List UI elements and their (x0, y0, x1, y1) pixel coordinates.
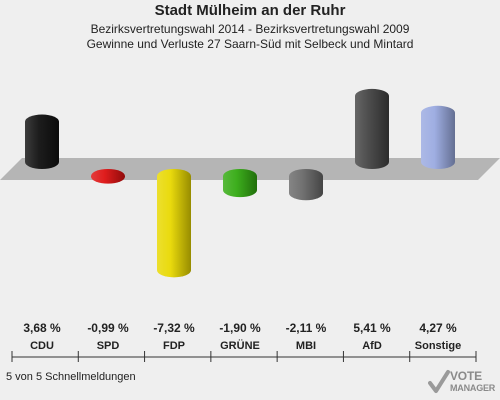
bar-fdp (157, 169, 191, 278)
chart-title: Stadt Mülheim an der Ruhr (154, 2, 346, 19)
category-label: SPD (97, 340, 120, 352)
axis-ticks (11, 351, 477, 362)
category-label: GRÜNE (220, 339, 260, 352)
logo-line-1: VOTE (450, 369, 482, 383)
vote-manager-logo: VOTE MANAGER (428, 368, 498, 398)
bar-spd (91, 169, 125, 184)
value-label: -7,32 % (153, 321, 195, 335)
bar-cdu (25, 114, 59, 169)
value-label: -1,90 % (219, 321, 261, 335)
category-label: AfD (362, 340, 382, 352)
bars-group (25, 88, 455, 278)
value-label: 5,41 % (353, 321, 391, 335)
category-label: MBI (296, 340, 316, 352)
value-label: -2,11 % (286, 321, 327, 335)
bar-afd (355, 88, 389, 169)
chart-subtitle-2: Gewinne und Verluste 27 Saarn-Süd mit Se… (86, 37, 414, 51)
logo-line-2: MANAGER (450, 383, 496, 393)
value-label: 4,27 % (419, 321, 457, 335)
labels-group: 3,68 % CDU -0,99 % SPD -7,32 % FDP -1,90 % GRÜN… (23, 321, 461, 352)
category-label: CDU (30, 340, 54, 352)
value-label: -0,99 % (87, 321, 129, 335)
bar-mbi (289, 169, 323, 201)
checkmark-icon (428, 370, 450, 393)
value-label: 3,68 % (23, 321, 61, 335)
category-label: FDP (163, 340, 185, 352)
reports-note: 5 von 5 Schnellmeldungen (6, 371, 136, 383)
category-label: Sonstige (415, 340, 461, 352)
bar-grüne (223, 169, 257, 198)
bar-sonstige (421, 105, 455, 169)
chart-subtitle-1: Bezirksvertretungswahl 2014 - Bezirksver… (90, 22, 410, 36)
